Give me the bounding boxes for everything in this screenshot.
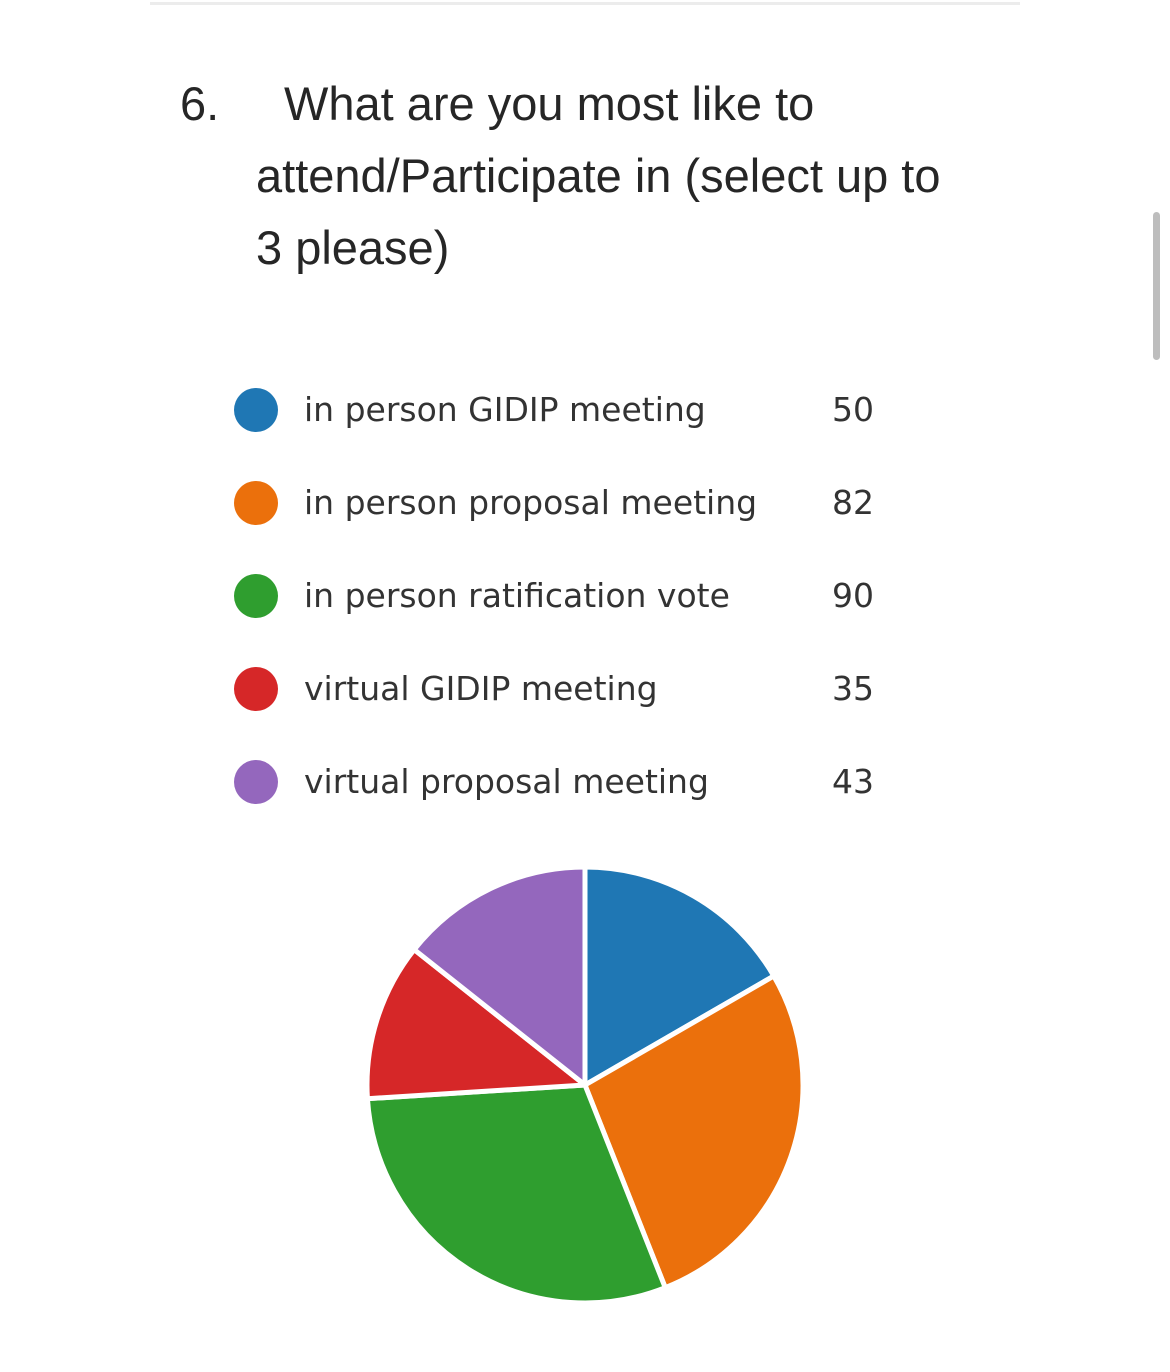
legend-label: virtual GIDIP meeting	[304, 669, 658, 708]
scrollbar-thumb[interactable]	[1153, 212, 1160, 360]
legend-label: in person GIDIP meeting	[304, 390, 706, 429]
question-title-line-3: 3 please)	[256, 221, 450, 274]
pie-slice	[364, 1082, 668, 1306]
legend-item: in person proposal meeting 82	[232, 473, 932, 533]
pie-chart	[364, 864, 806, 1306]
legend-swatch	[234, 667, 278, 711]
question-title-line-2: attend/Participate in (select up to	[256, 149, 941, 202]
pie-slice	[582, 864, 777, 1088]
question-title-line-1: What are you most like to	[284, 77, 815, 130]
pie-slice	[582, 973, 806, 1291]
legend-swatch	[234, 388, 278, 432]
legend-item: virtual GIDIP meeting 35	[232, 659, 932, 719]
pie-slice	[364, 947, 588, 1102]
legend-item: virtual proposal meeting 43	[232, 752, 932, 812]
legend-label: in person proposal meeting	[304, 483, 758, 522]
pie-slice	[411, 864, 588, 1088]
legend-value: 35	[832, 669, 874, 708]
legend-value: 90	[832, 576, 874, 615]
top-divider	[150, 2, 1020, 5]
legend-value: 82	[832, 483, 874, 522]
legend-swatch	[234, 574, 278, 618]
legend-item: in person GIDIP meeting 50	[232, 380, 932, 440]
legend-label: virtual proposal meeting	[304, 762, 709, 801]
legend-item: in person ratification vote 90	[232, 566, 932, 626]
legend-label: in person ratification vote	[304, 576, 730, 615]
legend-swatch	[234, 760, 278, 804]
legend-swatch	[234, 481, 278, 525]
legend-value: 43	[832, 762, 874, 801]
question-title: What are you most like to attend/Partici…	[256, 68, 1026, 284]
question-number: 6.	[180, 77, 220, 130]
legend-value: 50	[832, 390, 874, 429]
